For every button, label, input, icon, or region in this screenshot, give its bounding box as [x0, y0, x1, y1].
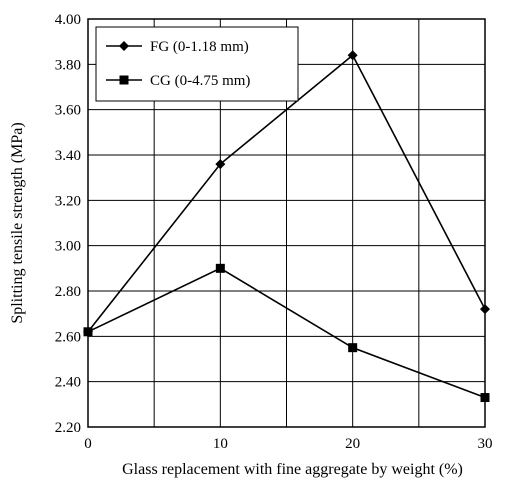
- y-tick-label: 3.20: [55, 193, 81, 209]
- x-tick-label: 30: [478, 436, 493, 452]
- legend-box: [95, 26, 299, 102]
- legend-label: CG (0-4.75 mm): [150, 73, 250, 89]
- legend-label: FG (0-1.18 mm): [150, 39, 249, 55]
- legend-marker-square: [119, 75, 129, 85]
- y-tick-label: 2.40: [55, 375, 81, 391]
- y-axis-ticks: 2.20 2.40 2.60 2.80 3.00 3.20 3.40 3.60 3.80 4.00: [55, 12, 81, 436]
- x-tick-label: 20: [345, 436, 360, 452]
- series-square: [83, 263, 490, 403]
- legend-item: FG (0-1.18 mm): [106, 39, 249, 55]
- data-point: [347, 50, 358, 61]
- data-point: [480, 393, 490, 403]
- y-tick-label: 3.80: [55, 57, 81, 73]
- data-point: [348, 343, 358, 353]
- y-tick-label: 3.60: [55, 103, 81, 119]
- y-axis-label: Splitting tensile strength (MPa): [9, 122, 26, 323]
- y-tick-label: 4.00: [55, 12, 81, 28]
- legend: FG (0-1.18 mm) CG (0-4.75 mm): [95, 26, 299, 102]
- series-line: [87, 267, 486, 399]
- y-tick-label: 2.80: [55, 284, 81, 300]
- series-line: [87, 54, 486, 333]
- data-point: [480, 304, 490, 315]
- x-axis-ticks: 0 10 20 30: [84, 436, 492, 452]
- data-point: [215, 263, 225, 273]
- x-tick-label: 10: [213, 436, 228, 452]
- x-tick-label: 0: [84, 436, 92, 452]
- legend-item: CG (0-4.75 mm): [106, 73, 250, 89]
- legend-marker-diamond: [119, 41, 129, 51]
- series-group: [83, 50, 490, 403]
- y-tick-label: 3.40: [55, 148, 81, 164]
- x-axis-label: Glass replacement with fine aggregate by…: [122, 461, 463, 478]
- y-tick-label: 2.20: [55, 420, 81, 436]
- y-tick-label: 3.00: [55, 239, 81, 255]
- y-tick-label: 2.60: [55, 329, 81, 345]
- plot-frame: [87, 18, 486, 428]
- data-point: [215, 159, 226, 170]
- data-point: [83, 327, 93, 337]
